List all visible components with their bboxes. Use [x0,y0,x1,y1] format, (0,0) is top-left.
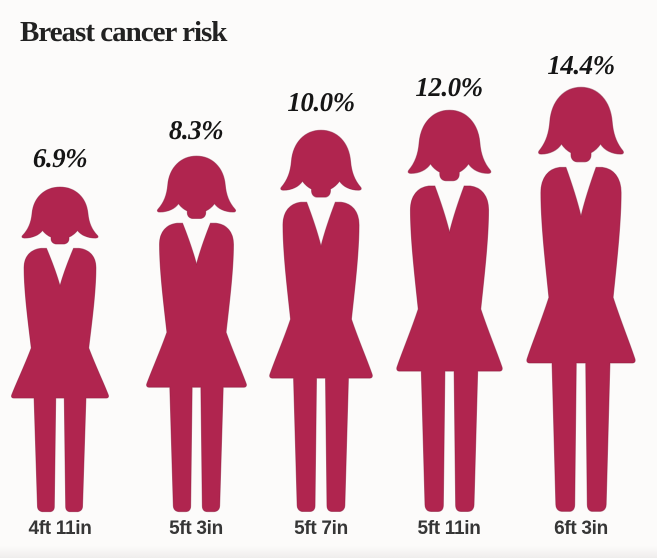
head-shape [538,86,624,163]
risk-value-label: 12.0% [415,72,483,102]
head-shape [156,155,236,219]
risk-value-label: 6.9% [32,143,88,173]
risk-value-label: 10.0% [287,87,355,117]
woman-silhouette [145,155,247,513]
height-label: 5ft 7in [294,518,348,539]
height-label: 4ft 11in [28,518,92,539]
body-shape [395,185,503,512]
woman-silhouette [11,186,109,513]
woman-silhouette [269,129,373,513]
height-label: 6ft 3in [554,518,608,539]
body-shape [526,166,636,512]
height-label: 5ft 11in [417,518,481,539]
body-shape [11,247,109,513]
head-shape [407,109,491,182]
head-shape [21,186,99,245]
bottom-strip [0,546,657,558]
body-shape [269,201,373,513]
risk-value-label: 14.4% [547,50,615,80]
risk-value-label: 8.3% [168,115,224,145]
chart-title: Breast cancer risk [20,16,227,48]
body-shape [145,222,247,513]
woman-silhouette [395,109,503,512]
head-shape [280,129,362,198]
height-label: 5ft 3in [169,518,223,539]
woman-silhouette [526,86,636,512]
